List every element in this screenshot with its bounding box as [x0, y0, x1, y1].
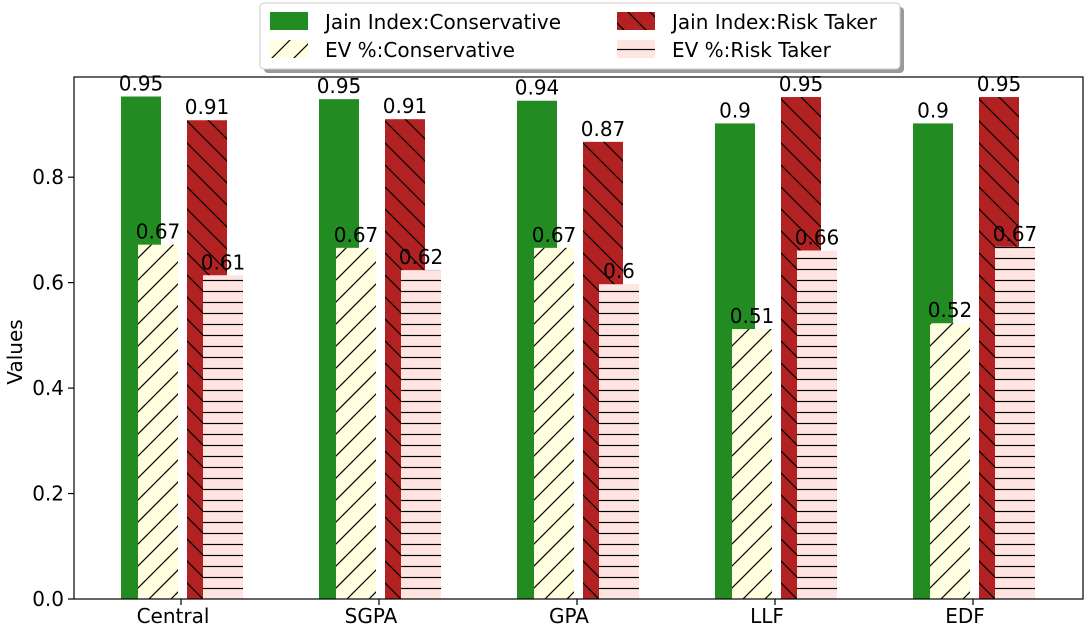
x-tick-label: GPA [549, 604, 589, 628]
legend-item: EV %:Conservative [270, 38, 515, 62]
data-label: 0.62 [399, 245, 444, 269]
bar-group [732, 329, 772, 599]
legend-swatch-hatch [617, 12, 655, 30]
legend-item: Jain Index:Risk Taker [617, 10, 878, 34]
bar-hatch [138, 244, 178, 599]
bar-hatch [336, 247, 376, 599]
data-label: 0.67 [334, 223, 379, 247]
data-label: 0.87 [581, 117, 626, 141]
data-label: 0.95 [779, 72, 824, 96]
data-label: 0.95 [119, 72, 164, 96]
plot-area: 0.95 0.95 0.94 0.9 0.9 0.67 0.67 0.67 0.51 0.52 0.… [119, 72, 1038, 600]
data-label: 0.95 [977, 72, 1022, 96]
bar-group [599, 284, 639, 599]
bar-group [138, 244, 178, 599]
bar-group [995, 246, 1035, 600]
bar-hatch [401, 269, 441, 599]
legend-label: EV %:Conservative [325, 38, 515, 62]
data-label: 0.9 [719, 98, 751, 122]
data-label: 0.6 [603, 259, 635, 283]
bar-hatch [797, 250, 837, 600]
legend-box [259, 2, 901, 70]
bar-group [534, 247, 574, 599]
legend-label: Jain Index:Conservative [323, 10, 561, 34]
bar-hatch [599, 284, 639, 599]
legend-label: EV %:Risk Taker [672, 38, 832, 62]
data-label: 0.95 [317, 74, 362, 98]
data-label: 0.61 [201, 250, 246, 274]
legend-swatch-hatch [270, 40, 308, 58]
bar-hatch [995, 246, 1035, 600]
legend: Jain Index:Conservative EV %:Conservative… [259, 2, 904, 73]
x-tick-label: LLF [750, 604, 784, 628]
y-tick-label: 0.0 [32, 587, 64, 611]
bar-group [203, 275, 243, 599]
data-label: 0.67 [993, 222, 1038, 246]
legend-item: EV %:Risk Taker [617, 38, 832, 62]
y-tick-label: 0.2 [32, 482, 64, 506]
bar-hatch [930, 323, 970, 599]
bar-group [336, 247, 376, 599]
data-label: 0.94 [515, 76, 560, 100]
data-label: 0.51 [730, 304, 775, 328]
legend-swatch-hatch [617, 40, 655, 58]
data-label: 0.52 [928, 298, 973, 322]
bar-hatch [203, 275, 243, 599]
axes: 0.0 0.2 0.4 0.6 0.8 Central SGPA GPA LLF EDF [32, 76, 1084, 628]
y-tick-label: 0.6 [32, 271, 64, 295]
data-label: 0.9 [917, 98, 949, 122]
axes-frame [73, 76, 1084, 600]
bar-hatch [732, 329, 772, 599]
x-tick-label: EDF [945, 604, 985, 628]
data-label: 0.67 [136, 220, 181, 244]
legend-item: Jain Index:Conservative [270, 10, 561, 34]
legend-label: Jain Index:Risk Taker [670, 10, 878, 34]
bar-hatch [534, 247, 574, 599]
bar-group [930, 323, 970, 599]
data-label: 0.91 [185, 95, 230, 119]
data-label: 0.66 [795, 225, 840, 249]
bar-group [797, 250, 837, 600]
data-label: 0.67 [532, 223, 577, 247]
bar-group [401, 269, 441, 599]
x-tick-label: SGPA [345, 604, 398, 628]
y-axis-label: Values [3, 319, 27, 384]
y-tick-label: 0.4 [32, 376, 64, 400]
y-tick-label: 0.8 [32, 165, 64, 189]
x-tick-label: Central [137, 604, 210, 628]
data-label: 0.91 [383, 94, 428, 118]
legend-swatch [270, 12, 308, 30]
